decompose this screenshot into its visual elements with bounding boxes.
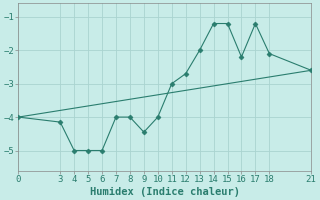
X-axis label: Humidex (Indice chaleur): Humidex (Indice chaleur) [90, 186, 240, 197]
